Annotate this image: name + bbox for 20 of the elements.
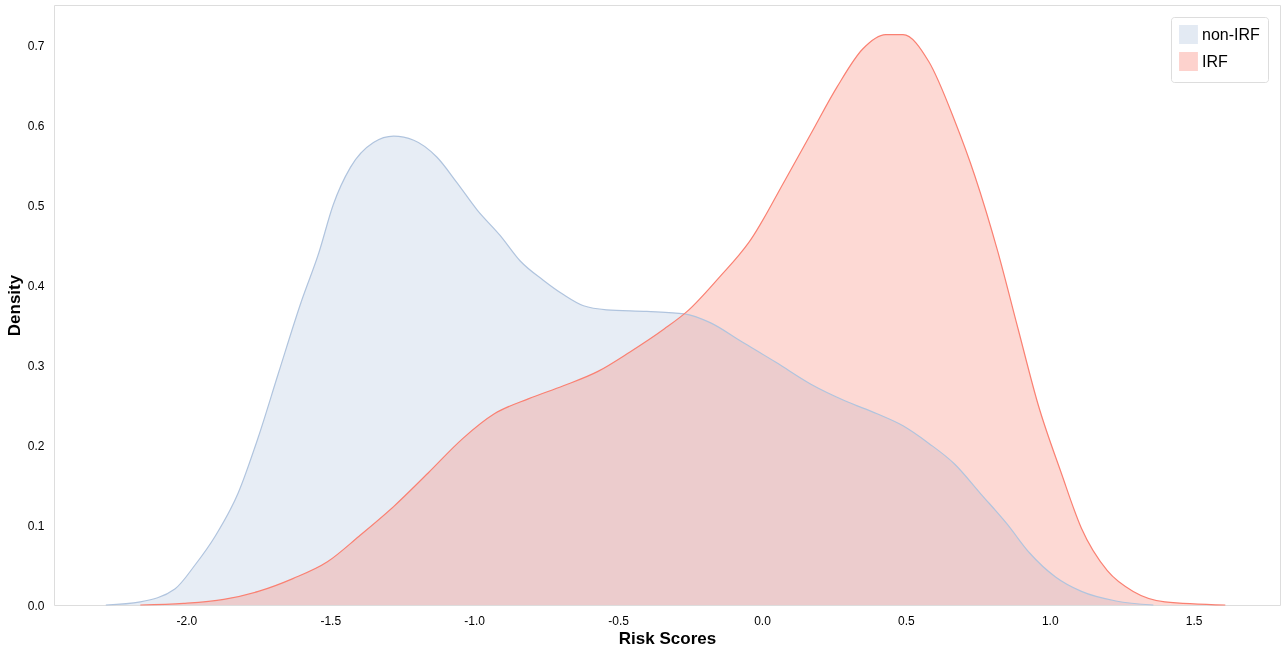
y-tick-label: 0.4 [27, 278, 45, 293]
x-axis-title: Risk Scores [618, 628, 717, 648]
y-axis-title: Density [4, 274, 24, 337]
legend-label: IRF [1202, 52, 1228, 70]
y-tick-label: 0.3 [27, 358, 45, 373]
x-tick-label: -2.0 [176, 613, 198, 628]
x-tick-label: 0.0 [754, 613, 772, 628]
y-tick-label: 0.0 [27, 598, 45, 613]
y-tick-label: 0.7 [27, 38, 45, 53]
y-tick-label: 0.5 [27, 198, 45, 213]
y-tick-label: 0.1 [27, 518, 45, 533]
x-tick-label: 0.5 [898, 613, 916, 628]
x-tick-label: -0.5 [608, 613, 630, 628]
x-tick-label: 1.0 [1041, 613, 1059, 628]
x-tick-label: -1.5 [320, 613, 342, 628]
y-tick-label: 0.6 [27, 118, 45, 133]
x-tick-label: 1.5 [1185, 613, 1203, 628]
y-tick-label: 0.2 [27, 438, 45, 453]
legend-label: non-IRF [1202, 25, 1261, 43]
x-tick-label: -1.0 [464, 613, 486, 628]
